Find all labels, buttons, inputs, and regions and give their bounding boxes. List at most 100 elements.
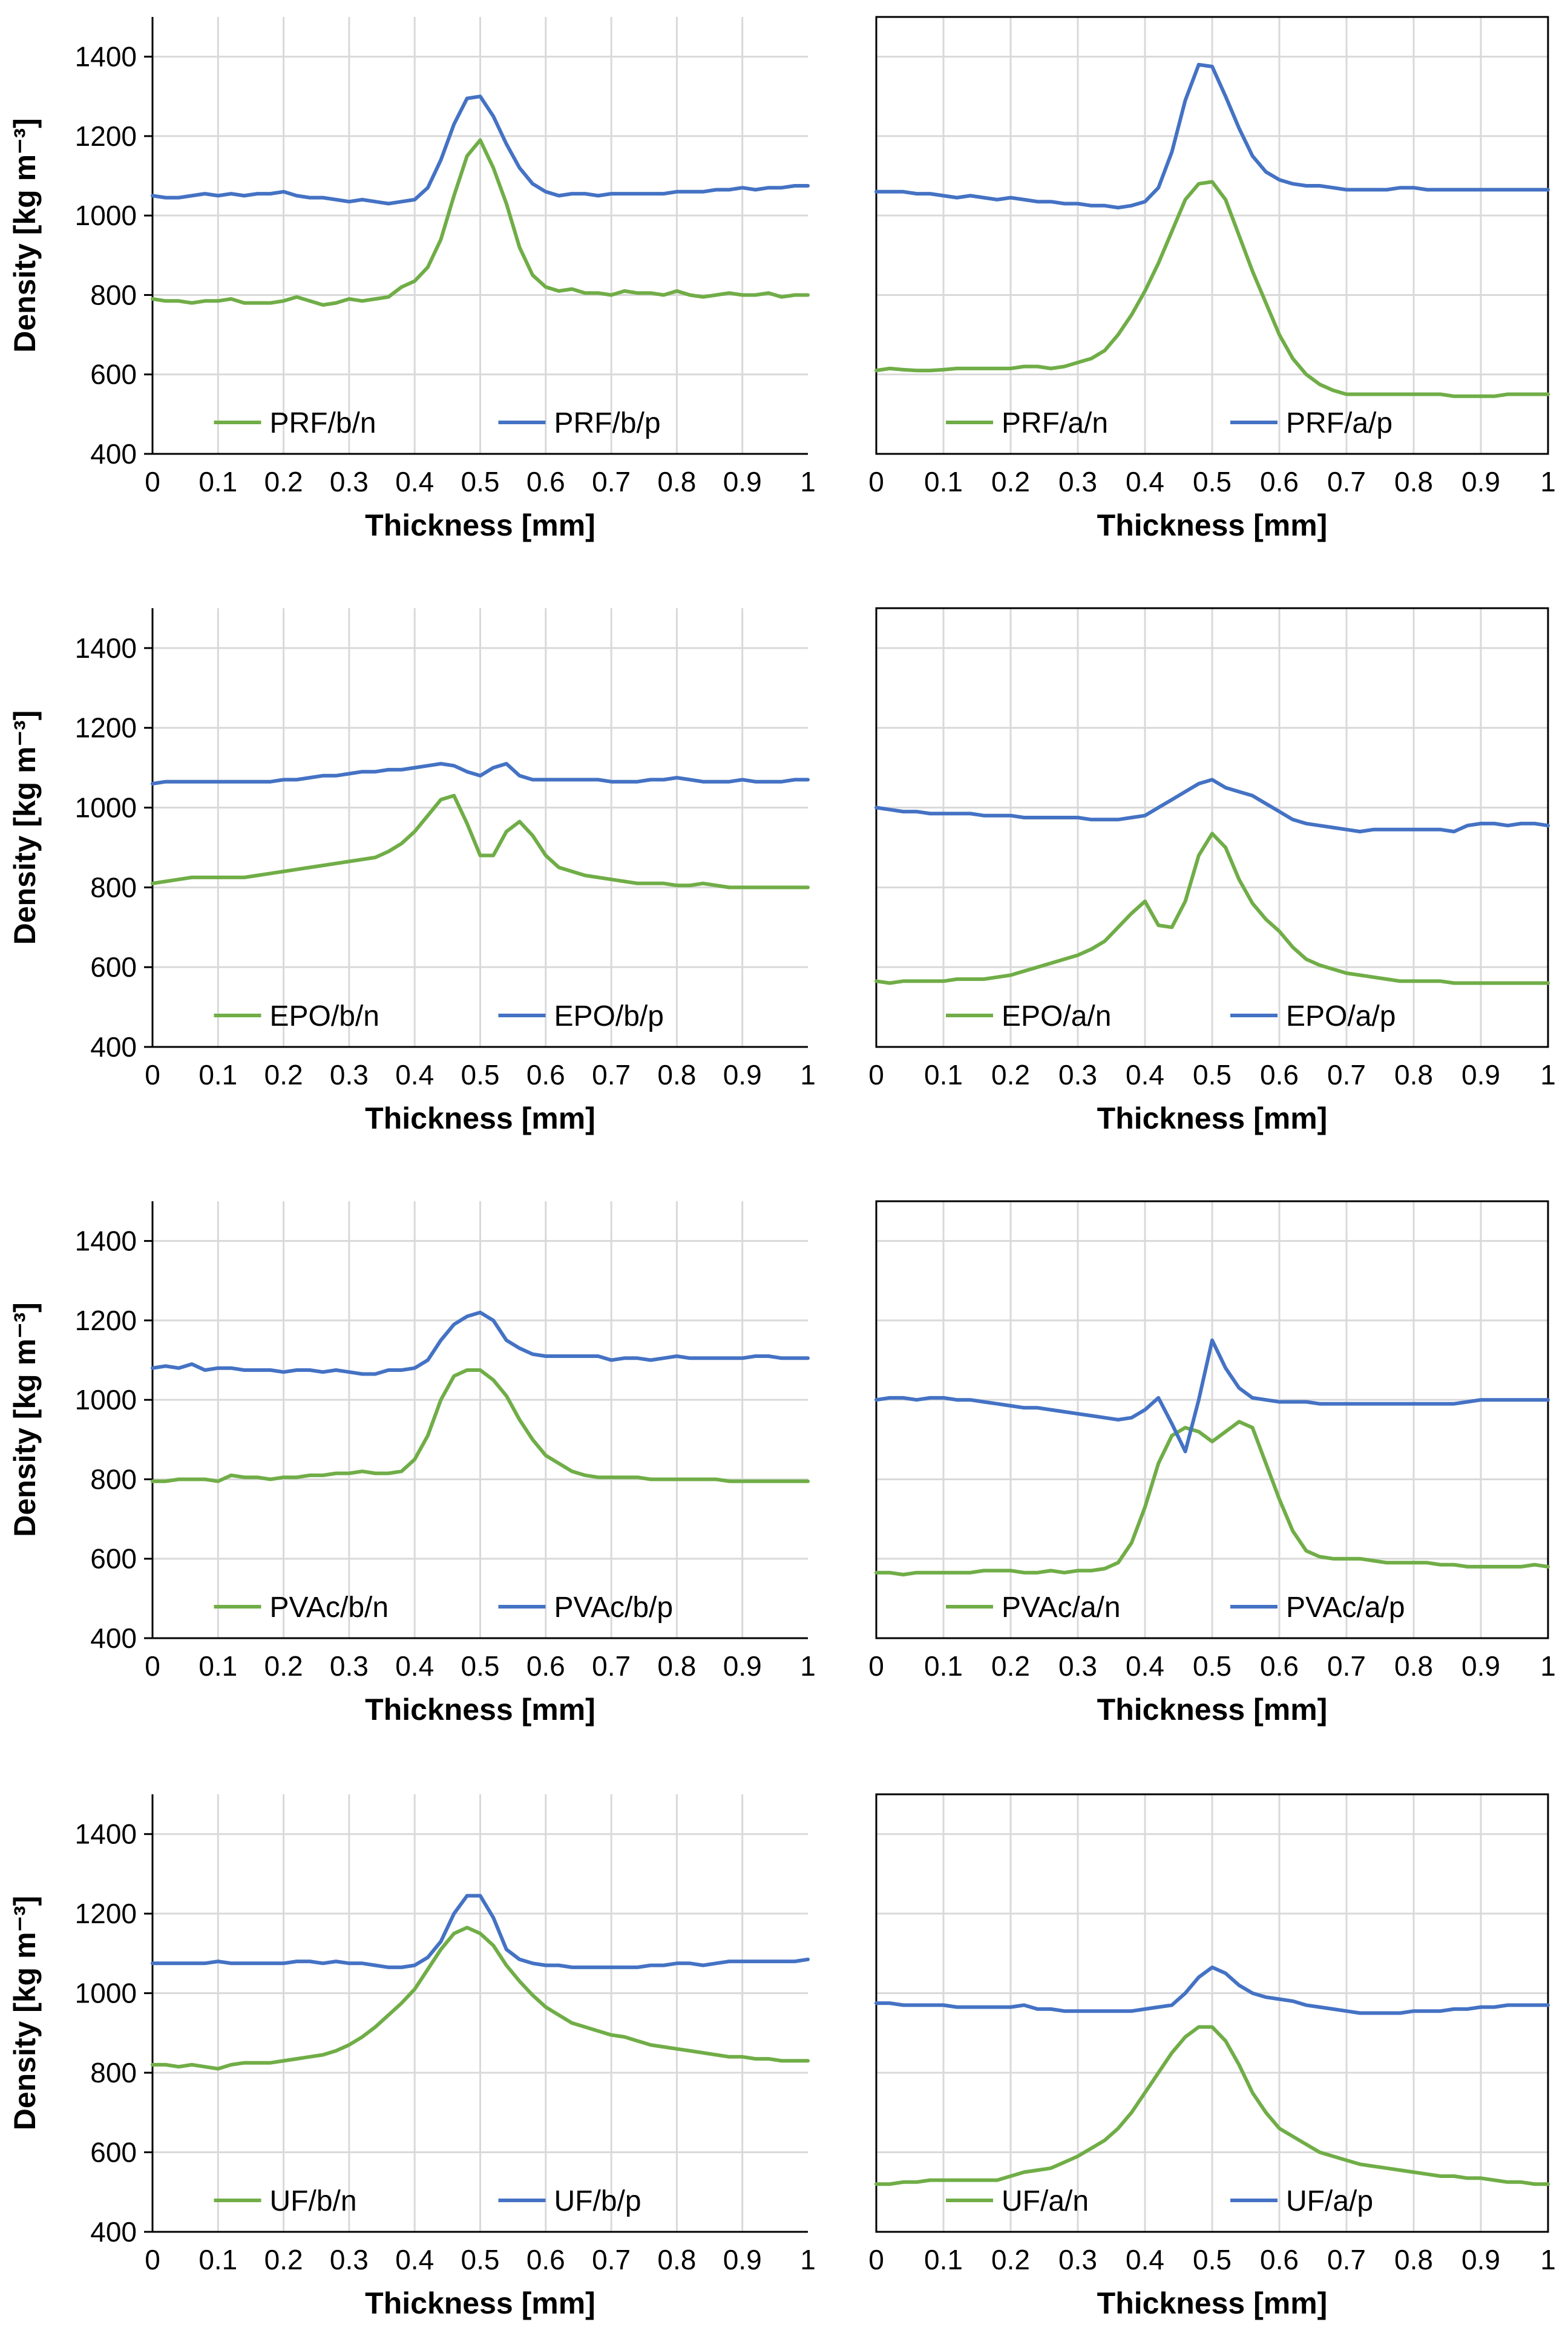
x-tick-label: 0.6 <box>526 1650 565 1682</box>
x-tick-label: 0.5 <box>461 1059 500 1091</box>
x-tick-label: 0.9 <box>1461 2244 1500 2275</box>
x-tick-label: 0 <box>145 1059 160 1091</box>
x-tick-label: 0.7 <box>592 2244 631 2275</box>
x-tick-label: 0.1 <box>198 2244 237 2275</box>
x-tick-label: 0.2 <box>264 1650 303 1682</box>
x-tick-label: 1 <box>800 466 816 497</box>
chart-panel-1: 0 0.1 0.2 0.3 0.4 0.5 0.6 0.7 0.8 0.9 140060080010… <box>8 17 816 542</box>
y-tick-label: 1200 <box>75 1898 137 1929</box>
y-axis-title: Density [kg m⁻³] <box>8 118 42 353</box>
x-tick-label: 0.3 <box>330 466 369 497</box>
chart-panel-4: 0 0.1 0.2 0.3 0.4 0.5 0.6 0.7 0.8 0.9 1 EPO/a/n EPO/… <box>868 607 1556 1135</box>
legend-label: UF/b/p <box>554 2185 641 2217</box>
x-tick-label: 0.3 <box>330 2244 369 2275</box>
x-tick-label: 0.7 <box>592 1059 631 1091</box>
series-line-epo-b-n <box>151 793 810 890</box>
x-axis-title: Thickness [mm] <box>1097 508 1328 542</box>
y-tick-label: 1000 <box>75 1384 137 1415</box>
legend-label: PRF/b/n <box>270 407 376 439</box>
x-tick-label: 0.8 <box>657 1650 696 1682</box>
x-tick-label: 0.6 <box>1260 2244 1299 2275</box>
x-tick-label: 0.8 <box>657 2244 696 2275</box>
x-axis-title: Thickness [mm] <box>365 1693 595 1727</box>
y-tick-label: 600 <box>90 2137 137 2168</box>
x-tick-label: 0 <box>868 1059 884 1091</box>
x-tick-label: 0.6 <box>526 1059 565 1091</box>
x-tick-label: 0.1 <box>198 1650 237 1682</box>
x-tick-label: 0.5 <box>461 1650 500 1682</box>
x-tick-label: 0.4 <box>1126 1650 1164 1682</box>
x-tick-label: 0 <box>145 1650 160 1682</box>
x-tick-label: 0.4 <box>395 2244 434 2275</box>
x-tick-label: 0.5 <box>1193 1650 1232 1682</box>
x-tick-label: 0.7 <box>1327 466 1366 497</box>
x-tick-label: 1 <box>1540 466 1556 497</box>
x-tick-label: 0.7 <box>1327 2244 1366 2275</box>
y-tick-label: 1200 <box>75 120 137 152</box>
x-tick-label: 0.1 <box>924 1059 963 1091</box>
x-tick-label: 0.9 <box>723 466 762 497</box>
plot-frame <box>875 607 1549 1048</box>
x-tick-label: 0.3 <box>330 1059 369 1091</box>
legend-label: PRF/b/p <box>554 407 661 439</box>
x-tick-label: 0.3 <box>1058 466 1097 497</box>
chart-panel-7: 0 0.1 0.2 0.3 0.4 0.5 0.6 0.7 0.8 0.9 140060080010… <box>8 1794 816 2320</box>
legend-label: UF/a/p <box>1286 2185 1373 2217</box>
x-tick-label: 0.4 <box>1126 1059 1164 1091</box>
x-tick-label: 0.7 <box>592 466 631 497</box>
plot-frame <box>875 16 1549 455</box>
chart-panel-3: 0 0.1 0.2 0.3 0.4 0.5 0.6 0.7 0.8 0.9 140060080010… <box>8 608 816 1135</box>
y-tick-label: 1400 <box>75 1225 137 1257</box>
x-tick-label: 0.2 <box>991 2244 1030 2275</box>
x-tick-label: 0 <box>868 1650 884 1682</box>
x-tick-label: 0.1 <box>198 1059 237 1091</box>
x-tick-label: 0.6 <box>1260 1650 1299 1682</box>
y-tick-label: 800 <box>90 279 137 310</box>
series-line-prf-a-p <box>874 62 1550 210</box>
x-tick-label: 0.3 <box>330 1650 369 1682</box>
y-tick-label: 400 <box>90 1031 137 1063</box>
y-tick-label: 1000 <box>75 1978 137 2009</box>
x-tick-label: 0.8 <box>1394 1059 1433 1091</box>
x-tick-label: 0.9 <box>1461 466 1500 497</box>
y-tick-label: 1400 <box>75 41 137 73</box>
series-line-pvac-a-n <box>874 1420 1550 1576</box>
series-line-pvac-b-n <box>151 1368 810 1483</box>
series-line-pvac-b-p <box>151 1310 810 1376</box>
chart-panel-5: 0 0.1 0.2 0.3 0.4 0.5 0.6 0.7 0.8 0.9 140060080010… <box>8 1201 816 1727</box>
legend-label: PRF/a/p <box>1286 407 1393 439</box>
x-tick-label: 0 <box>145 2244 160 2275</box>
y-tick-label: 800 <box>90 1463 137 1495</box>
x-tick-label: 0 <box>868 2244 884 2275</box>
x-tick-label: 0.9 <box>1461 1650 1500 1682</box>
chart-panel-2: 0 0.1 0.2 0.3 0.4 0.5 0.6 0.7 0.8 0.9 1 PRF/a/n PRF/… <box>868 16 1556 542</box>
y-tick-label: 1400 <box>75 632 137 664</box>
series-line-epo-a-n <box>874 831 1550 985</box>
series-line-prf-b-n <box>151 138 810 307</box>
x-tick-label: 0.1 <box>924 2244 963 2275</box>
x-tick-label: 0.7 <box>1327 1059 1366 1091</box>
x-tick-label: 0.4 <box>395 466 434 497</box>
y-axis-title: Density [kg m⁻³] <box>8 710 42 945</box>
y-tick-label: 400 <box>90 1622 137 1654</box>
y-tick-label: 1400 <box>75 1819 137 1850</box>
x-tick-label: 0.6 <box>526 466 565 497</box>
x-tick-label: 0.2 <box>264 2244 303 2275</box>
legend-label: UF/a/n <box>1002 2185 1089 2217</box>
x-tick-label: 0.5 <box>1193 466 1232 497</box>
y-axis-title: Density [kg m⁻³] <box>8 1896 42 2131</box>
y-tick-label: 1200 <box>75 1305 137 1336</box>
y-tick-label: 1000 <box>75 792 137 824</box>
x-tick-label: 0.9 <box>723 1650 762 1682</box>
x-tick-label: 0.2 <box>991 1650 1030 1682</box>
y-tick-label: 600 <box>90 1543 137 1575</box>
legend-label: PVAc/b/n <box>270 1592 389 1624</box>
x-tick-label: 0.2 <box>991 466 1030 497</box>
legend-label: PVAc/a/p <box>1286 1592 1405 1624</box>
x-tick-label: 0.4 <box>395 1059 434 1091</box>
y-tick-label: 800 <box>90 2057 137 2088</box>
y-tick-label: 1000 <box>75 200 137 231</box>
x-tick-label: 0.1 <box>924 1650 963 1682</box>
legend-label: PRF/a/n <box>1002 407 1108 439</box>
